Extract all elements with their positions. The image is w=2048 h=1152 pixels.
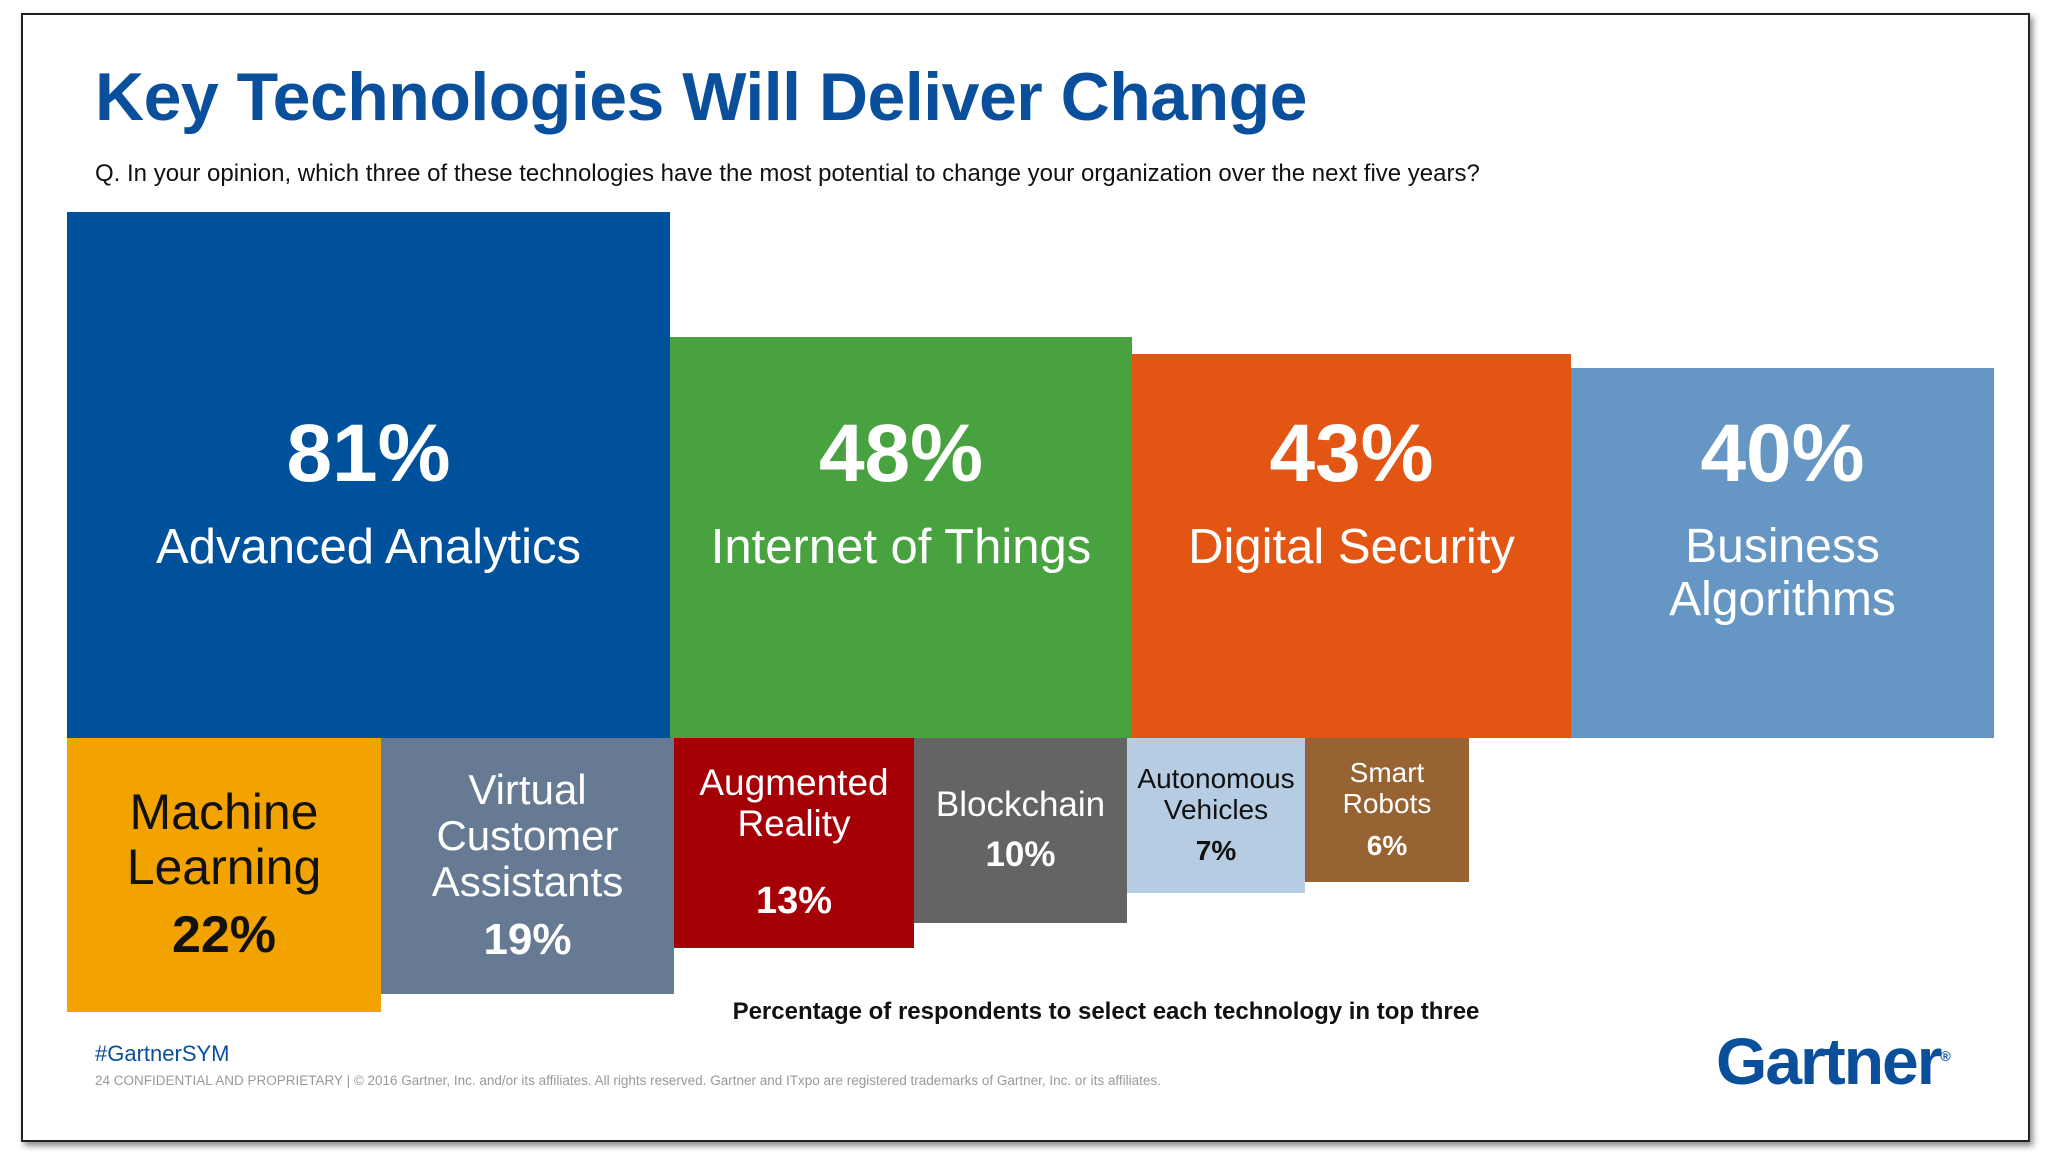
tile-blockchain: Blockchain 10% [914, 738, 1127, 923]
tile-machine-learning: Machine Learning 22% [67, 738, 381, 1012]
value-label: 40% [1700, 408, 1865, 499]
tile-virtual-customer-assistants: Virtual Customer Assistants 19% [381, 738, 674, 994]
category-label: Internet of Things [710, 520, 1092, 574]
category-label: Digital Security [1188, 520, 1515, 574]
category-label: Augmented Reality [699, 761, 889, 844]
value-label: 7% [1195, 835, 1237, 867]
tile-autonomous-vehicles: Autonomous Vehicles 7% [1127, 738, 1305, 893]
category-label: Business Algorithms [1669, 520, 1896, 626]
value-label: 10% [985, 834, 1056, 874]
tile-smart-robots: Smart Robots 6% [1305, 738, 1469, 882]
tile-advanced-analytics: 81% Advanced Analytics [67, 212, 670, 738]
chart-caption: Percentage of respondents to select each… [732, 998, 1480, 1025]
value-label: 22% [171, 906, 277, 964]
copyright-notice: 24 CONFIDENTIAL AND PROPRIETARY | © 2016… [95, 1073, 1161, 1088]
page-title: Key Technologies Will Deliver Change [95, 59, 1307, 135]
hashtag: #GartnerSYM [95, 1041, 230, 1066]
tile-augmented-reality: Augmented Reality 13% [674, 738, 914, 948]
category-label: Advanced Analytics [156, 520, 581, 574]
category-label: Blockchain [935, 785, 1106, 825]
value-label: 6% [1366, 829, 1408, 861]
survey-question: Q. In your opinion, which three of these… [95, 160, 1480, 187]
category-label: Autonomous Vehicles [1137, 762, 1295, 825]
gartner-logo: Gartner® [1716, 1024, 1951, 1098]
value-label: 81% [286, 408, 451, 499]
tile-business-algorithms: 40% Business Algorithms [1571, 368, 1994, 738]
category-label: Machine Learning [126, 784, 322, 895]
value-label: 13% [755, 880, 833, 923]
tile-digital-security: 43% Digital Security [1132, 354, 1571, 738]
value-label: 19% [483, 915, 572, 965]
category-label: Smart Robots [1342, 757, 1432, 819]
value-label: 48% [818, 408, 984, 499]
value-label: 43% [1269, 408, 1434, 499]
category-label: Virtual Customer Assistants [431, 765, 624, 906]
tile-internet-of-things: 48% Internet of Things [670, 337, 1132, 738]
logo-text: Gartner [1716, 1024, 1942, 1098]
